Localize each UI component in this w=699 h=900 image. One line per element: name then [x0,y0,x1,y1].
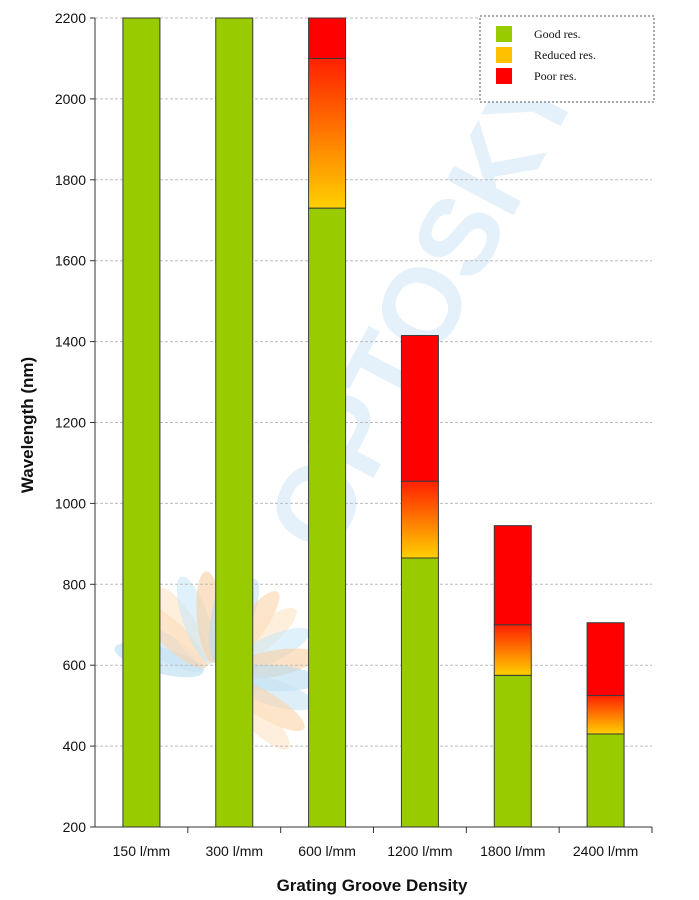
x-tick-label: 2400 l/mm [573,843,638,859]
bar-poorres-5 [586,622,625,697]
y-tick-label: 1000 [55,495,86,511]
y-tick-label: 200 [63,819,87,835]
y-tick-label: 400 [63,738,87,754]
bar-poorres-2 [308,17,347,59]
y-tick-label: 1200 [55,415,86,431]
tick-labels: 200 400 600 800 1000 1200 1400 1600 1800 2000 2200… [55,10,653,859]
legend-swatch [496,68,512,84]
legend-swatch [496,26,512,42]
legend-swatch [496,47,512,63]
bar-goodres-3 [400,557,439,828]
bar-poorres-4 [493,525,532,626]
bar-goodres-5 [586,733,625,828]
y-tick-label: 2200 [55,10,86,26]
x-tick-label: 150 l/mm [113,843,171,859]
x-tick-label: 300 l/mm [205,843,263,859]
bar-reducedres-3 [400,480,439,559]
legend-label: Poor res. [534,69,577,83]
bar-goodres-0 [122,17,161,828]
x-tick-label: 600 l/mm [298,843,356,859]
x-axis-title: Grating Groove Density [277,876,468,895]
y-tick-label: 2000 [55,91,86,107]
legend-label: Good res. [534,27,581,41]
bar-goodres-1 [215,17,254,828]
y-tick-label: 600 [63,657,87,673]
y-tick-label: 1400 [55,334,86,350]
bar-reducedres-4 [493,624,532,676]
bars [122,17,625,828]
x-tick-label: 1200 l/mm [387,843,452,859]
bar-goodres-4 [493,674,532,828]
y-tick-label: 1600 [55,253,86,269]
y-tick-label: 800 [63,576,87,592]
bar-reducedres-5 [586,695,625,735]
legend: Good res. Reduced res. Poor res. [479,15,655,103]
bar-reducedres-2 [308,57,347,209]
bar-poorres-3 [400,335,439,482]
bar-goodres-2 [308,207,347,828]
legend-label: Reduced res. [534,48,596,62]
x-tick-label: 1800 l/mm [480,843,545,859]
y-axis-title: Wavelength (nm) [18,357,37,493]
gridlines [95,17,652,747]
y-tick-label: 1800 [55,172,86,188]
